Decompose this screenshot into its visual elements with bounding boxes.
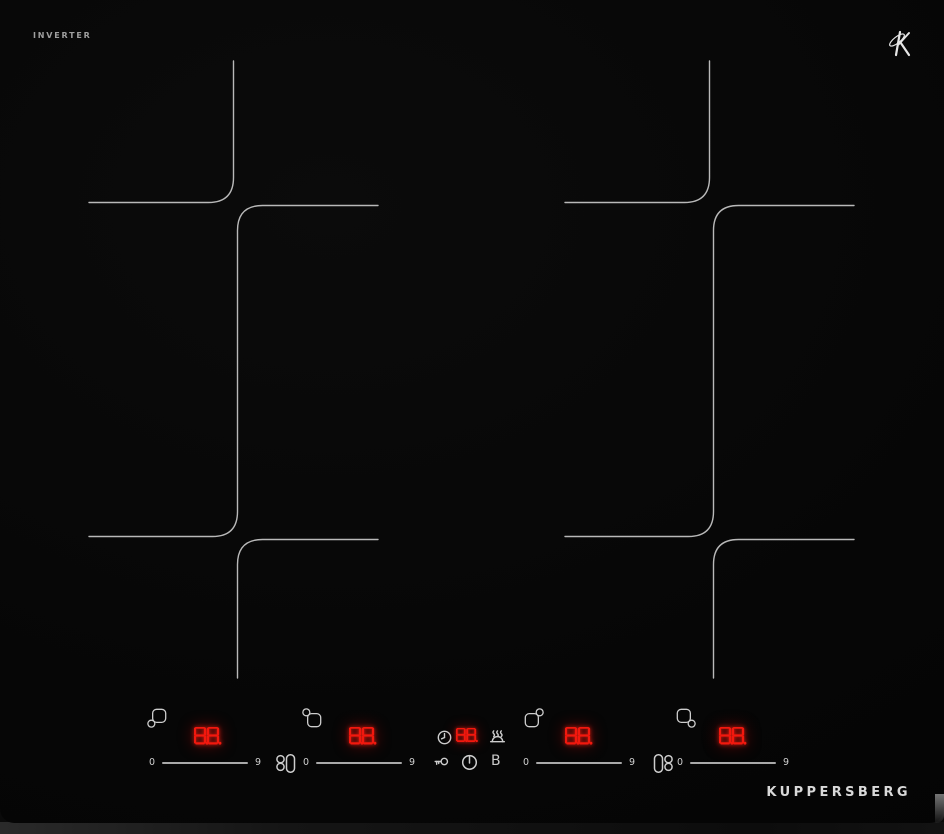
- slider-min-label: 0: [148, 757, 156, 769]
- power-level-display-rear-right: [564, 726, 595, 745]
- kuppersberg-wordmark: KUPPERSBERG: [766, 785, 911, 800]
- boost-key[interactable]: B: [491, 753, 501, 769]
- zone-position-rear-right-icon: [524, 708, 544, 728]
- bridge-zones-right-icon[interactable]: [653, 754, 673, 773]
- zone-marking-line: [564, 60, 711, 204]
- slider-track[interactable]: [316, 762, 402, 764]
- slider-track[interactable]: [536, 762, 622, 764]
- slider-max-label: 9: [254, 757, 262, 769]
- zone-marking-line: [88, 60, 235, 204]
- power-slider-rear-left[interactable]: 0 9: [302, 756, 416, 770]
- surface-below-cooktop: [0, 822, 944, 834]
- bridge-zones-left-icon[interactable]: [276, 754, 296, 773]
- zone-marking-line: [564, 204, 855, 538]
- zone-position-front-left-icon: [147, 708, 167, 728]
- timer-display: [455, 727, 480, 743]
- power-level-display-front-left: [193, 726, 224, 745]
- slider-min-label: 0: [676, 757, 684, 769]
- zone-position-rear-left-icon: [302, 708, 322, 728]
- power-level-display-front-right: [718, 726, 749, 745]
- timer-clock-icon[interactable]: [437, 730, 452, 745]
- zone-marking-line: [236, 538, 379, 679]
- power-slider-front-right[interactable]: 0 9: [676, 756, 790, 770]
- power-slider-rear-right[interactable]: 0 9: [522, 756, 636, 770]
- inverter-label: INVERTER: [33, 31, 92, 40]
- slider-max-label: 9: [408, 757, 416, 769]
- power-level-display-rear-left: [348, 726, 379, 745]
- slider-track[interactable]: [162, 762, 248, 764]
- slider-max-label: 9: [628, 757, 636, 769]
- zone-marking-line: [88, 204, 379, 538]
- key-lock-icon[interactable]: [434, 755, 449, 768]
- keep-warm-icon[interactable]: [489, 729, 506, 745]
- zone-marking-line: [712, 538, 855, 679]
- zone-position-front-right-icon: [676, 708, 696, 728]
- power-icon[interactable]: [461, 753, 478, 771]
- slider-min-label: 0: [302, 757, 310, 769]
- slider-min-label: 0: [522, 757, 530, 769]
- slider-max-label: 9: [782, 757, 790, 769]
- power-slider-front-left[interactable]: 0 9: [148, 756, 262, 770]
- glass-edge-highlight: [935, 794, 944, 823]
- kuppersberg-k-monogram-icon: [889, 30, 911, 57]
- slider-track[interactable]: [690, 762, 776, 764]
